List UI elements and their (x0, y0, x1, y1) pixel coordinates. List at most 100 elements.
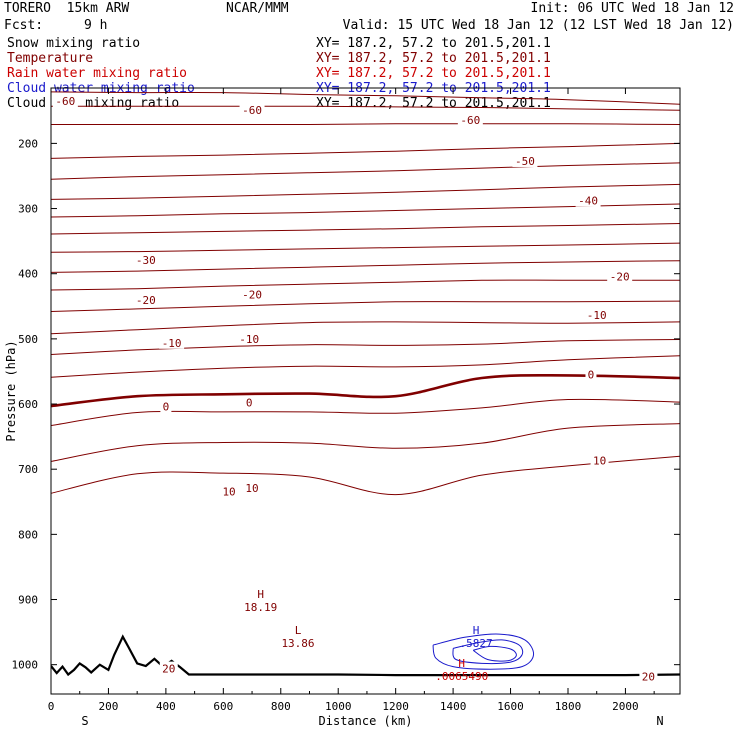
isotherm-line (51, 398, 680, 426)
isotherm-label: -60 (55, 95, 75, 108)
x-tick-label: 1600 (497, 700, 524, 713)
model-title: TORERO 15km ARW (4, 1, 130, 16)
y-tick-label: 200 (18, 137, 38, 150)
isotherm-line (51, 105, 680, 111)
isotherm-line (51, 91, 680, 105)
isotherm-line (51, 142, 680, 159)
isotherm-label-bg (243, 395, 255, 409)
y-tick-label: 400 (18, 268, 38, 281)
forecast-value: 9 h (84, 18, 108, 33)
isotherm-label: -20 (242, 289, 262, 302)
legend-rain-xy: XY= 187.2, 57.2 to 201.5,201.1 (316, 66, 551, 81)
extremum-marker: H (458, 657, 465, 670)
south-end-label: S (81, 714, 88, 728)
isotherm-line (51, 455, 680, 496)
x-tick-label: 0 (48, 700, 55, 713)
isotherm-label-bg (585, 367, 597, 381)
isotherm-label: -10 (239, 333, 259, 346)
extremum-value: 13.86 (281, 637, 314, 650)
extremum-marker: H (473, 624, 480, 637)
isotherm-label-bg (133, 253, 159, 267)
isotherm-line (51, 300, 680, 312)
x-tick-label: 1800 (555, 700, 582, 713)
y-tick-label: 800 (18, 528, 38, 541)
isotherm-label: 20 (642, 670, 655, 683)
isotherm-line (51, 423, 680, 462)
extremum-value: .5827 (460, 637, 493, 650)
isotherm-label: -50 (515, 155, 535, 168)
forecast-label: Fcst: (4, 18, 44, 33)
isotherm-label-bg (159, 661, 178, 675)
isotherm-line (51, 355, 680, 378)
y-axis-title: Pressure (hPa) (4, 340, 18, 441)
isotherm-label-bg (159, 335, 185, 349)
cloud-water-contour (432, 633, 535, 670)
x-tick-label: 1200 (382, 700, 409, 713)
isotherm-line (51, 162, 680, 180)
isotherm-label-bg (236, 331, 262, 345)
isotherm-label: 10 (593, 455, 606, 468)
y-tick-label: 900 (18, 594, 38, 607)
isotherm-line (51, 374, 680, 408)
isotherm-label: -10 (587, 309, 607, 322)
extremum-marker: H (257, 588, 264, 601)
isotherm-label-bg (220, 484, 239, 498)
isotherm-label-bg (160, 399, 172, 413)
x-tick-label: 1000 (325, 700, 352, 713)
isotherm-label: 10 (245, 482, 258, 495)
extremum-value: 18.19 (244, 601, 277, 614)
isotherm-label-bg (239, 103, 265, 117)
legend-rain-field: Rain water mixing ratio (7, 66, 188, 81)
cloud-water-contour (452, 639, 524, 665)
isotherm-label-bg (239, 287, 265, 301)
x-tick-label: 2000 (612, 700, 639, 713)
isotherm-label-bg (512, 153, 538, 167)
isotherm-label-bg (584, 307, 610, 321)
isotherm-line (51, 339, 680, 355)
isotherm-label-bg (133, 292, 159, 306)
isotherm-label-bg (243, 481, 262, 495)
isotherm-line (51, 203, 680, 218)
isotherm-label-bg (52, 94, 78, 108)
init-time: Init: 06 UTC Wed 18 Jan 12 (530, 1, 735, 16)
isotherm-line (51, 260, 680, 273)
terrain-line (51, 634, 680, 677)
isotherm-label-bg (590, 453, 609, 467)
y-tick-label: 500 (18, 333, 38, 346)
x-axis-title: Distance (km) (319, 714, 413, 728)
plot-frame (50, 87, 681, 695)
isotherm-label: 0 (246, 397, 253, 410)
extremum-value: .0065490 (435, 670, 488, 683)
y-tick-label: 700 (18, 463, 38, 476)
isotherm-label: -20 (136, 294, 156, 307)
y-tick-label: 600 (18, 398, 38, 411)
x-tick-label: 200 (99, 700, 119, 713)
isotherm-label: -30 (136, 254, 156, 267)
isotherm-label: 0 (163, 401, 170, 414)
center-label: NCAR/MMM (226, 1, 289, 16)
isotherm-line (51, 223, 680, 235)
x-tick-label: 400 (156, 700, 176, 713)
isotherm-line (51, 183, 680, 200)
legend-temperature-xy: XY= 187.2, 57.2 to 201.5,201.1 (316, 51, 551, 66)
y-tick-label: 300 (18, 203, 38, 216)
isotherm-line (51, 321, 680, 335)
x-tick-label: 600 (213, 700, 233, 713)
isotherm-label: 0 (588, 369, 595, 382)
isotherm-label: -60 (460, 114, 480, 127)
isotherm-label-bg (639, 669, 658, 683)
valid-time: Valid: 15 UTC Wed 18 Jan 12 (12 LST Wed … (342, 18, 734, 33)
isotherm-label: -40 (578, 195, 598, 208)
north-end-label: N (656, 714, 663, 728)
isotherm-line (51, 242, 680, 253)
isotherm-label: -10 (162, 337, 182, 350)
isotherm-label: -20 (610, 270, 630, 283)
legend-snow-xy: XY= 187.2, 57.2 to 201.5,201.1 (316, 36, 551, 51)
x-tick-label: 800 (271, 700, 291, 713)
isotherm-label: 10 (222, 485, 235, 498)
x-tick-label: 1400 (440, 700, 467, 713)
legend-temperature-field: Temperature (7, 51, 94, 66)
cloud-water-contour (472, 645, 517, 662)
legend-snow-field: Snow mixing ratio (7, 36, 141, 51)
